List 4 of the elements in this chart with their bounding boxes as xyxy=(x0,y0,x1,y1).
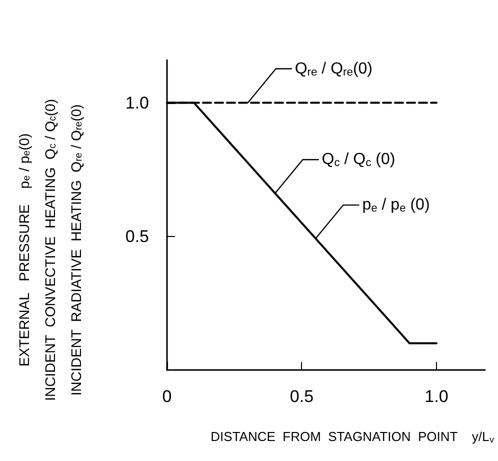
x-tick-label: 0 xyxy=(162,387,172,406)
x-tick-label: 1.0 xyxy=(424,387,448,406)
x-tick-label: 0.5 xyxy=(290,387,314,406)
x-axis-title: DISTANCE FROM STAGNATION POINT y/Lv xyxy=(210,429,494,444)
